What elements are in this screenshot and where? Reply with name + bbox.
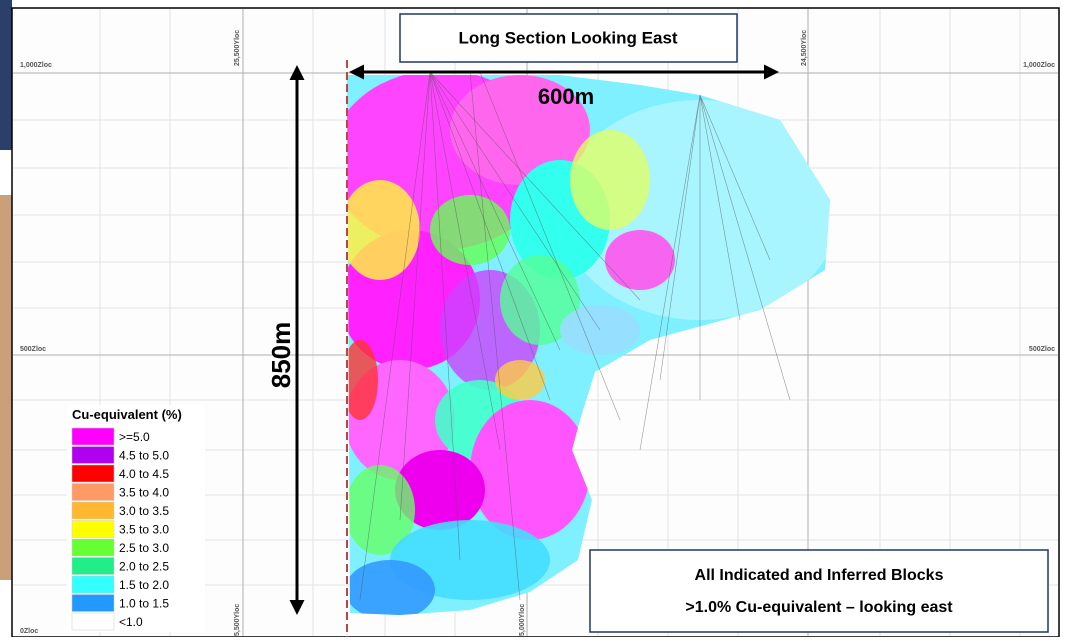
legend-swatch: [71, 446, 115, 464]
legend-label: 3.5 to 3.0: [119, 523, 169, 537]
legend-swatch: [71, 557, 115, 575]
legend-label: <1.0: [119, 615, 143, 629]
legend-label: >=5.0: [119, 430, 150, 444]
note-box: [589, 549, 1049, 633]
legend-swatch: [71, 594, 115, 612]
legend-label: 2.0 to 2.5: [119, 560, 169, 574]
side-strip: [0, 0, 12, 150]
legend-swatch: [71, 612, 115, 631]
z-label: 1,000Zloc: [20, 62, 52, 69]
title-box: [399, 13, 738, 63]
y-label: 24,500Yloc: [801, 30, 808, 66]
legend: >=5.0 4.5 to 5.0 4.0 to 4.5 3.5 to 4.0 3.0 t…: [71, 427, 169, 631]
drill-traces: [359, 71, 791, 601]
legend-label: 4.5 to 5.0: [119, 449, 169, 463]
legend-label: 1.0 to 1.5: [119, 597, 169, 611]
width-label: 600m: [538, 84, 594, 109]
z-label: 1,000Zloc: [1023, 62, 1055, 69]
legend-label: 3.0 to 3.5: [119, 504, 169, 518]
legend-label: 1.5 to 2.0: [119, 578, 169, 592]
legend-title: Cu-equivalent (%): [72, 407, 182, 422]
legend-swatch: [71, 427, 115, 446]
title: Long Section Looking East: [458, 28, 677, 47]
legend-swatch: [71, 501, 115, 520]
y-label: 5,000Yloc: [519, 604, 526, 636]
z-label: 500Zloc: [20, 346, 46, 353]
note-line: >1.0% Cu-equivalent – looking east: [685, 599, 953, 616]
y-label: 5,500Yloc: [234, 604, 241, 636]
z-label: 0Zloc: [20, 628, 38, 635]
legend-swatch: [71, 575, 115, 594]
legend-swatch: [71, 483, 115, 501]
side-photo: [0, 195, 12, 580]
legend-label: 2.5 to 3.0: [119, 541, 169, 555]
legend-swatch: [71, 520, 115, 538]
depth-label: 850m: [266, 322, 296, 389]
legend-swatch: [71, 464, 115, 483]
y-label: 25,500Yloc: [234, 30, 241, 66]
z-label: 500Zloc: [1029, 346, 1055, 353]
legend-label: 4.0 to 4.5: [119, 467, 169, 481]
note-line: All Indicated and Inferred Blocks: [695, 567, 944, 584]
legend-swatch: [71, 538, 115, 557]
legend-label: 3.5 to 4.0: [119, 486, 169, 500]
